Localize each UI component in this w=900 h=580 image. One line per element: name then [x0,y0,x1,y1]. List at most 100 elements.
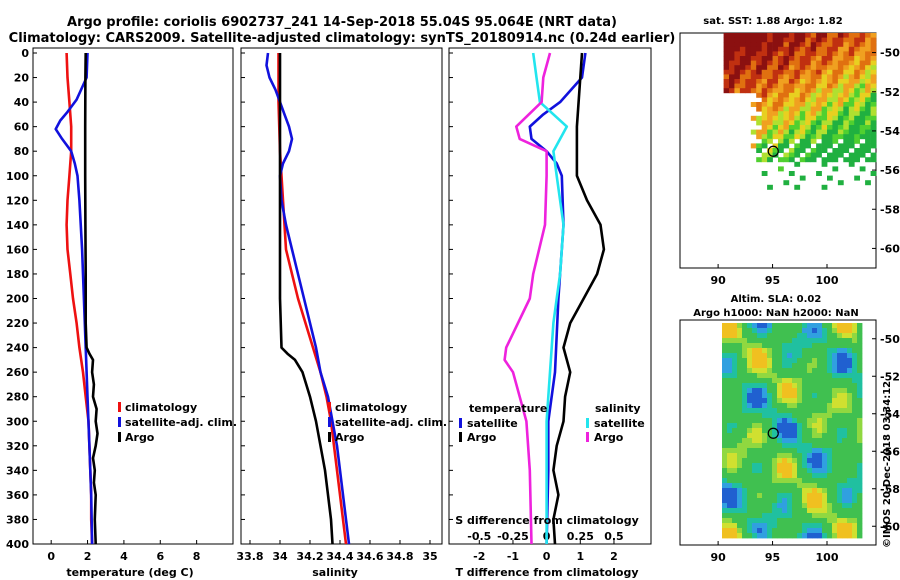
sst-cell [734,46,741,52]
sst-cell [854,157,860,163]
s-diff-tick-label: 0.25 [567,530,594,543]
sla-cell [812,438,818,444]
sst-cell [821,148,828,153]
sla-cell [727,398,733,404]
sla-cell [857,493,863,499]
sla-cell [797,493,803,499]
sst-cell [805,152,811,158]
sst-cell [756,115,762,121]
sst-cell [772,51,779,57]
sla-cell [807,393,813,399]
sla-cell [722,528,728,534]
sla-cell [782,488,788,494]
sst-cell [870,65,877,71]
sla-cell [752,378,758,384]
sst-cell [805,83,811,89]
sla-cell [787,488,793,494]
sla-cell [772,343,778,349]
sst-cell [832,83,839,89]
sst-cell [843,125,850,130]
sst-cell [794,161,801,167]
sla-cell [812,388,818,394]
sla-cell [812,513,818,519]
sla-argo-location-marker [767,427,779,439]
sla-cell [757,398,763,404]
sla-cell [782,453,788,459]
sst-cell [778,102,784,107]
sla-cell [837,508,843,514]
sst-cell [750,88,757,94]
sla-cell [797,498,803,504]
sla-cell [847,523,853,529]
sla-cell [767,493,773,499]
sla-cell [737,378,743,384]
sst-cell [723,60,730,66]
sla-cell [787,348,793,354]
legend-label-argo: Argo [335,431,365,444]
sla-cell [727,323,733,329]
sla-cell [842,498,848,504]
sla-cell [782,393,788,399]
sla-cell [722,338,728,344]
sst-cell [794,83,801,89]
legend-swatch-satellite [118,417,121,427]
sla-cell [797,343,803,349]
sst-cell [767,74,773,80]
sla-cell [782,523,788,529]
sla-cell [817,528,823,534]
sla-cell [847,438,853,444]
sla-cell [852,413,858,419]
sst-cell [843,97,850,103]
sla-cell [797,388,803,394]
legend-label-satellite: satellite-adj. clim. [335,416,447,429]
sla-cell [857,438,863,444]
sst-cell [832,79,839,84]
sla-cell [757,353,763,359]
sla-cell [827,368,833,374]
sst-cell [772,120,779,126]
sst-cell [827,143,833,149]
sla-cell [727,498,733,504]
sla-cell [777,393,783,399]
sla-cell [852,493,858,499]
sla-cell [732,473,738,479]
sst-cell [870,88,877,94]
sla-cell [727,328,733,334]
sla-cell [812,393,818,399]
sla-cell [852,438,858,444]
sst-cell [767,120,773,126]
sla-cell [772,483,778,489]
sla-cell [832,378,838,384]
legend-label-satellite: satellite-adj. clim. [125,416,237,429]
sla-cell [842,503,848,509]
sst-cell [783,143,790,149]
sla-cell [827,488,833,494]
sla-cell [807,503,813,509]
sst-cell [827,138,833,144]
sst-cell [729,37,735,43]
sla-cell [832,423,838,429]
sla-cell [812,493,818,499]
legend-title-temperature: temperature [469,402,547,415]
series-line-temperature-argo [552,52,606,545]
sla-cell [762,388,768,394]
sla-cell [842,403,848,409]
sst-cell [821,106,828,112]
sst-cell [843,69,850,75]
sla-cell [787,338,793,344]
sla-cell [727,428,733,434]
sla-cell [807,368,813,374]
sla-cell [807,333,813,339]
sla-cell [797,398,803,404]
sla-cell [767,348,773,354]
sla-cell [777,413,783,419]
sst-cell [788,46,795,52]
sla-cell [822,523,828,529]
sla-cell [857,478,863,484]
sla-cell [747,448,753,454]
sla-cell [802,373,808,379]
sst-cell [745,37,752,43]
sst-cell [799,60,806,66]
sla-cell [762,373,768,379]
